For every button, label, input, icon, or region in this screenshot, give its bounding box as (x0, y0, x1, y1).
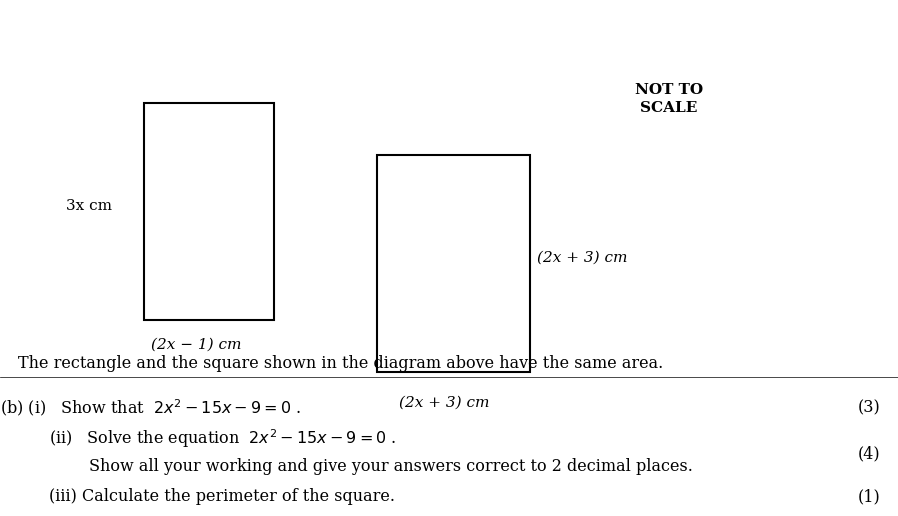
Text: (2x + 3) cm: (2x + 3) cm (400, 396, 489, 410)
Text: (ii)   Solve the equation  $2x^2 - 15x - 9 = 0$ .: (ii) Solve the equation $2x^2 - 15x - 9 … (49, 427, 397, 450)
Text: (iii) Calculate the perimeter of the square.: (iii) Calculate the perimeter of the squ… (49, 488, 395, 505)
Text: Show all your working and give your answers correct to 2 decimal places.: Show all your working and give your answ… (89, 459, 692, 475)
Bar (377, 155, 530, 372)
Text: The rectangle and the square shown in the diagram above have the same area.: The rectangle and the square shown in th… (18, 356, 664, 372)
Bar (144, 103, 274, 320)
Text: (2x − 1) cm: (2x − 1) cm (151, 338, 241, 352)
Text: (b) (i)   Show that  $2x^2 - 15x - 9 = 0$ .: (b) (i) Show that $2x^2 - 15x - 9 = 0$ . (0, 397, 301, 418)
Text: (1): (1) (858, 488, 880, 505)
Text: (4): (4) (858, 446, 880, 462)
Text: (3): (3) (858, 399, 880, 416)
Text: NOT TO
SCALE: NOT TO SCALE (635, 83, 703, 115)
Text: (2x + 3) cm: (2x + 3) cm (537, 251, 628, 265)
Text: 3x cm: 3x cm (66, 199, 112, 214)
